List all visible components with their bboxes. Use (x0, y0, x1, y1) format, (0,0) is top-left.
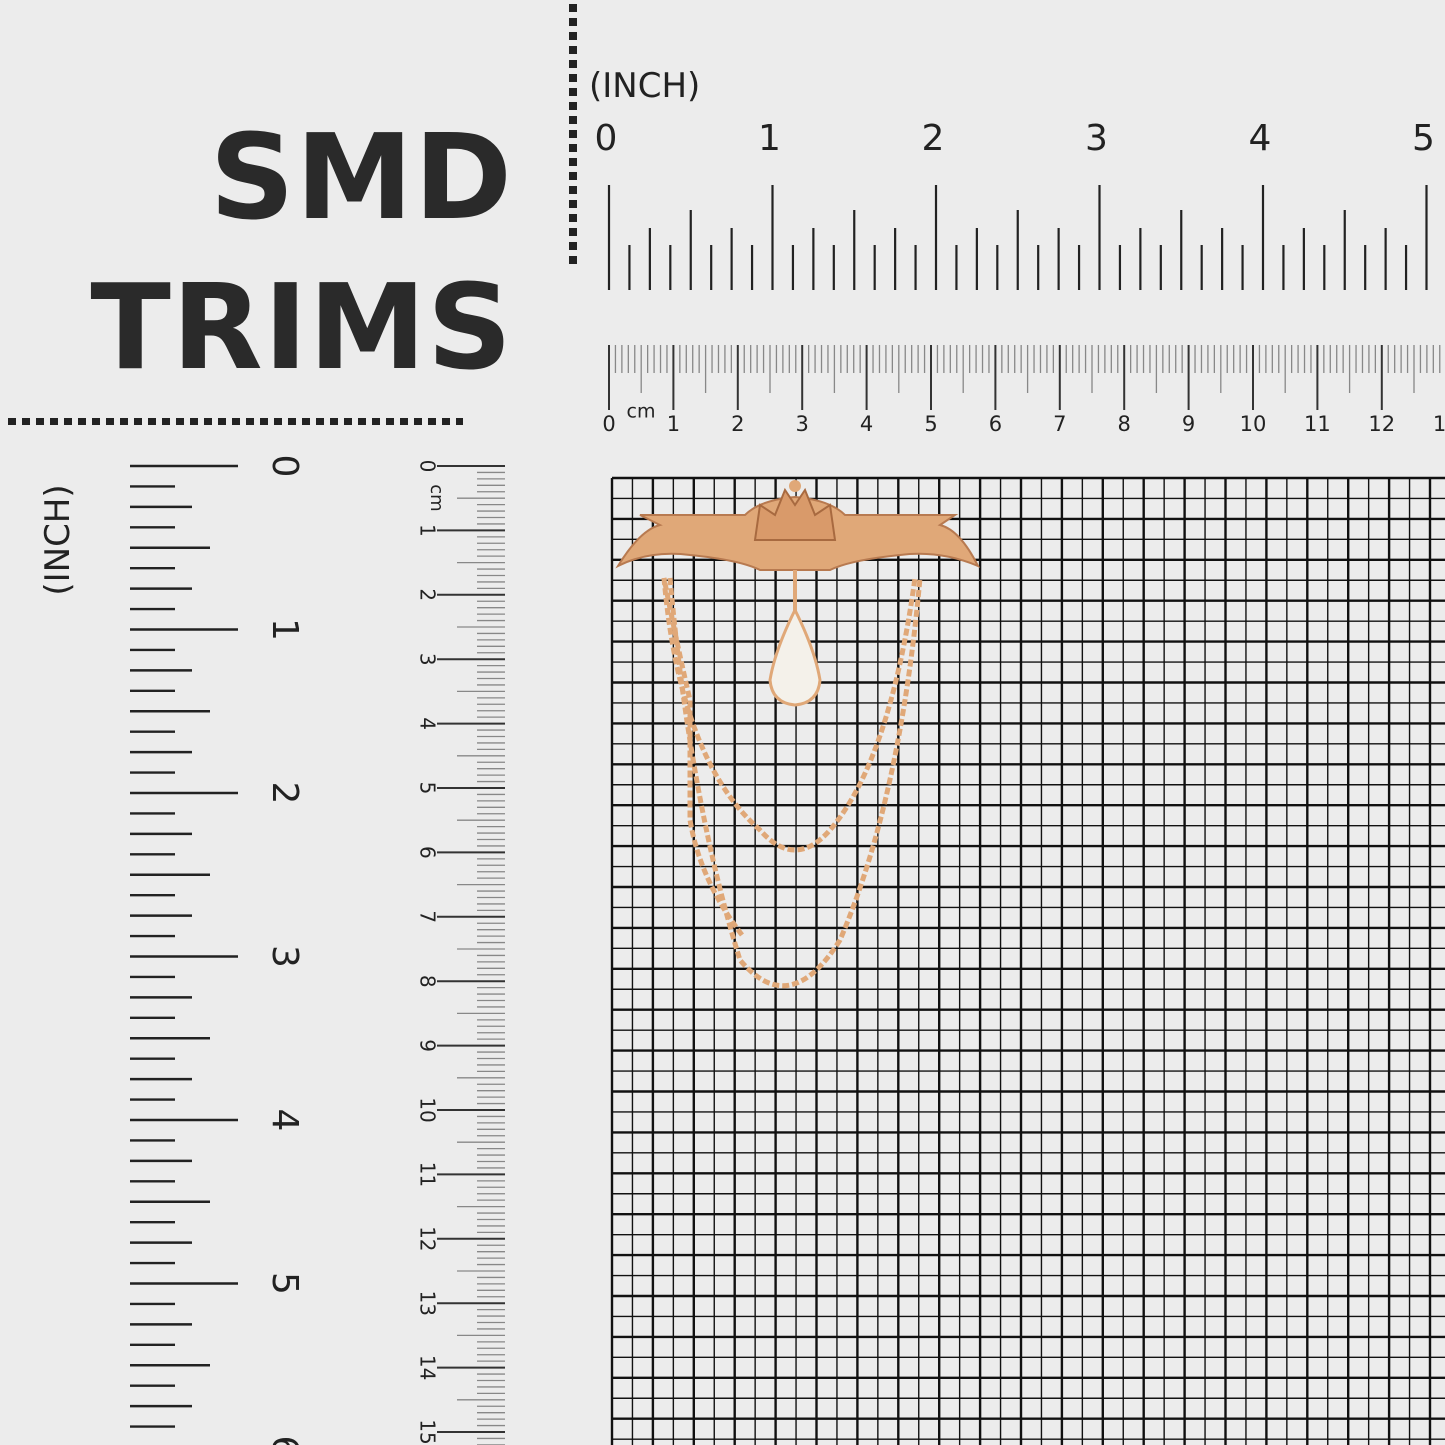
cm-label: 3 (796, 412, 809, 436)
left-inch-ruler: 0 1 2 3 4 5 6 (130, 455, 305, 1445)
inch-label: 1 (758, 118, 781, 159)
cm-label: 5 (416, 782, 440, 795)
inch-label: 0 (264, 455, 305, 478)
cm-label: 12 (1368, 412, 1395, 436)
cm-label: 12 (416, 1226, 440, 1251)
cm-label: 2 (416, 588, 440, 601)
cm-label: 6 (989, 412, 1002, 436)
brooch-product (615, 480, 981, 989)
cm-label: 8 (1118, 412, 1131, 436)
cm-label: 8 (416, 975, 440, 988)
crystal-drop (768, 606, 822, 707)
chain-inner-left (661, 577, 744, 937)
cm-label: 11 (416, 1162, 440, 1187)
chain-outer (667, 577, 923, 989)
cm-label: 2 (731, 412, 744, 436)
cm-label: 3 (416, 653, 440, 666)
inch-label: 2 (922, 118, 945, 159)
cm-label: 11 (1304, 412, 1331, 436)
dotted-divider-horizontal (8, 418, 463, 425)
cm-label: 9 (416, 1039, 440, 1052)
cm-label: 4 (416, 717, 440, 730)
cm-label: 1 (667, 412, 680, 436)
crown-icon (753, 487, 837, 541)
inch-label: 4 (1249, 118, 1272, 159)
cm-label: 13 (416, 1290, 440, 1315)
cm-label: 7 (416, 910, 440, 923)
cm-label: 4 (860, 412, 873, 436)
cm-label: 1 (416, 524, 440, 537)
top-inch-ruler: 0 1 2 3 4 5 (595, 118, 1435, 290)
cm-unit-label: cm (426, 484, 447, 511)
cm-label: 9 (1182, 412, 1195, 436)
crown-orb (789, 480, 801, 492)
cm-label: 0 (602, 412, 615, 436)
brand-title-line1: SMD (209, 108, 513, 246)
cm-unit-label: cm (627, 401, 656, 423)
inch-label: 3 (264, 945, 305, 968)
cm-label: 15 (416, 1419, 440, 1444)
inch-label: 4 (264, 1109, 305, 1132)
inch-label: 5 (1412, 118, 1435, 159)
cm-label: 13 (1433, 412, 1445, 436)
cm-label: 10 (1240, 412, 1267, 436)
inch-label: 0 (595, 118, 618, 159)
measurement-grid (610, 476, 1445, 1445)
inch-label: 1 (264, 618, 305, 641)
dotted-divider-vertical (569, 4, 577, 264)
inch-label: 6 (264, 1436, 305, 1445)
top-cm-ruler: 012345678910111213cm (602, 345, 1445, 436)
cm-label: 10 (416, 1097, 440, 1122)
inch-label: 5 (264, 1272, 305, 1295)
top-inch-unit-label: (INCH) (589, 66, 701, 106)
cm-label: 0 (416, 460, 440, 473)
cm-label: 7 (1053, 412, 1066, 436)
inch-label: 3 (1085, 118, 1108, 159)
brand-title-line2: TRIMS (90, 258, 513, 396)
cm-label: 5 (924, 412, 937, 436)
cm-label: 6 (416, 846, 440, 859)
cm-label: 14 (416, 1355, 440, 1380)
inch-label: 2 (264, 782, 305, 805)
